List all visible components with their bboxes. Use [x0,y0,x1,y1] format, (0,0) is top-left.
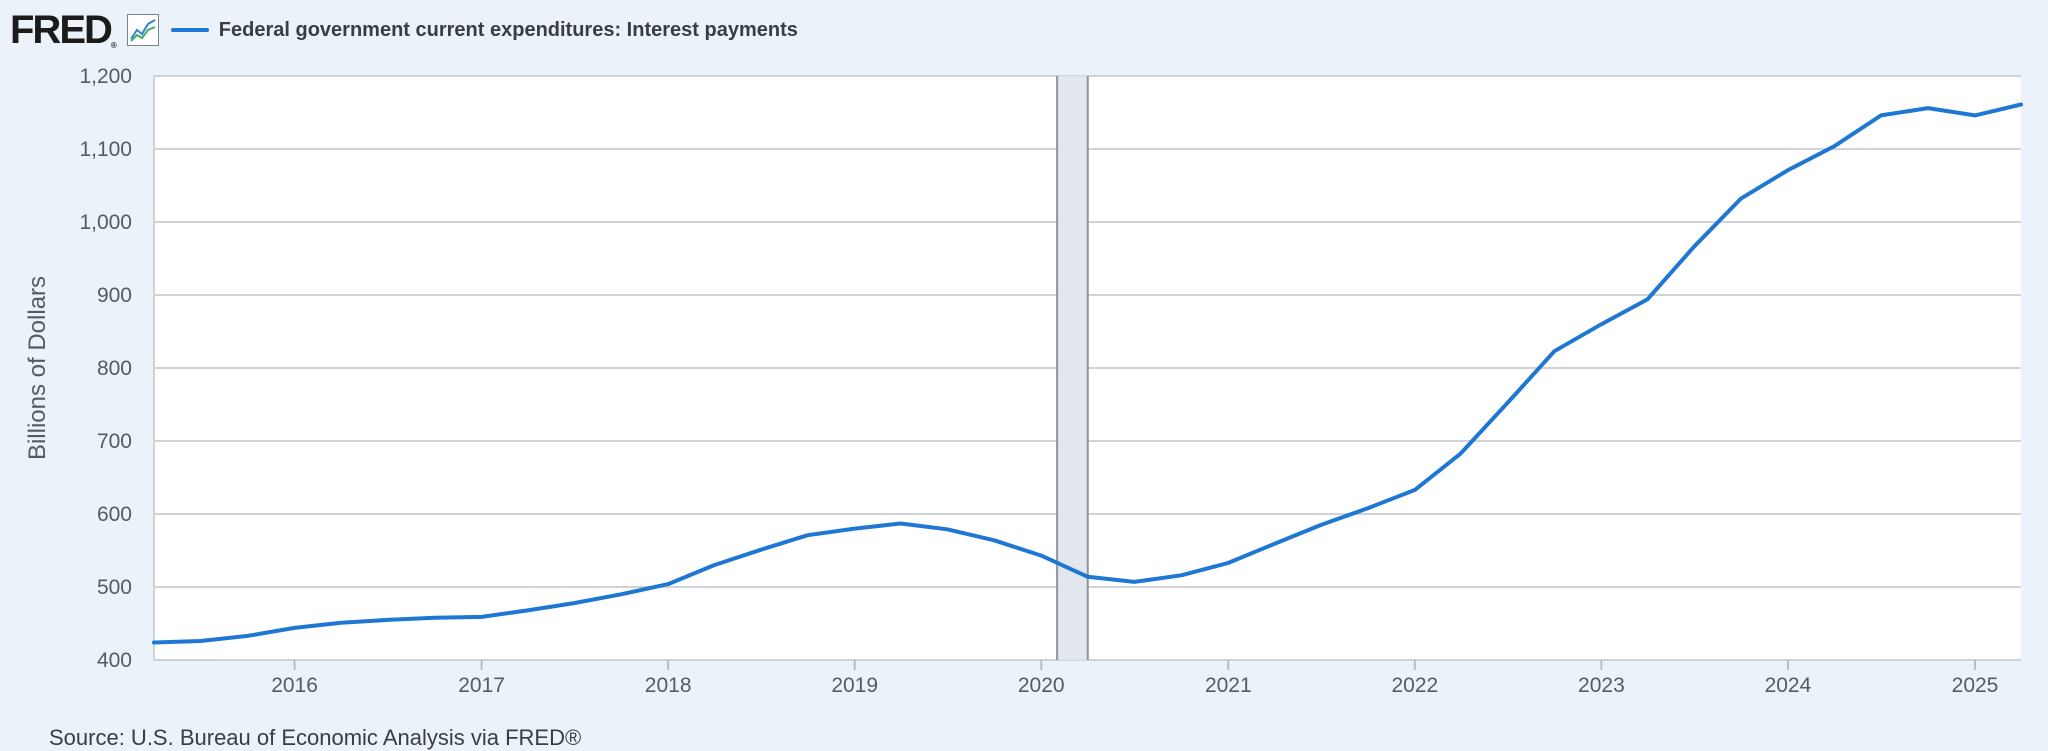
x-tick-label: 2017 [458,674,505,697]
y-tick-label: 400 [97,649,132,672]
recession-band [1056,76,1089,660]
x-tick-label: 2022 [1391,674,1438,697]
fred-logo-mark: ® [110,41,117,50]
y-axis-title: Billions of Dollars [24,276,51,460]
y-tick-label: 900 [97,284,132,307]
source-note: Source: U.S. Bureau of Economic Analysis… [49,725,582,750]
x-axis: 2016 2017 2018 2019 2020 2021 2022 2023 2024 2025 [271,660,1998,697]
x-tick-label: 2018 [645,674,692,697]
y-tick-label: 700 [97,430,132,453]
fred-logo[interactable]: FRED® [10,10,117,50]
line-chart-icon [126,14,159,46]
x-tick-label: 2025 [1952,674,1999,697]
x-tick-label: 2019 [831,674,878,697]
y-tick-label: 800 [97,357,132,380]
fred-logo-text: FRED [10,8,113,52]
series-line [152,102,2023,645]
y-tick-label: 1,100 [79,138,132,161]
y-tick-label: 1,000 [79,211,132,234]
x-tick-label: 2016 [271,674,318,697]
y-tick-label: 600 [97,503,132,526]
y-tick-label: 1,200 [79,65,132,88]
x-tick-label: 2023 [1578,674,1625,697]
y-tick-label: 500 [97,576,132,599]
y-axis: 400 500 600 700 800 900 1,000 1,100 1,200 [79,65,132,672]
x-tick-label: 2024 [1765,674,1812,697]
chart-header: FRED® Federal government current expendi… [10,8,798,52]
series-layer [152,102,2023,645]
legend-series-label[interactable]: Federal government current expenditures:… [218,18,798,41]
x-tick-label: 2020 [1018,674,1065,697]
recession-shade [1057,76,1088,660]
legend-swatch [170,28,209,32]
x-tick-label: 2021 [1205,674,1252,697]
